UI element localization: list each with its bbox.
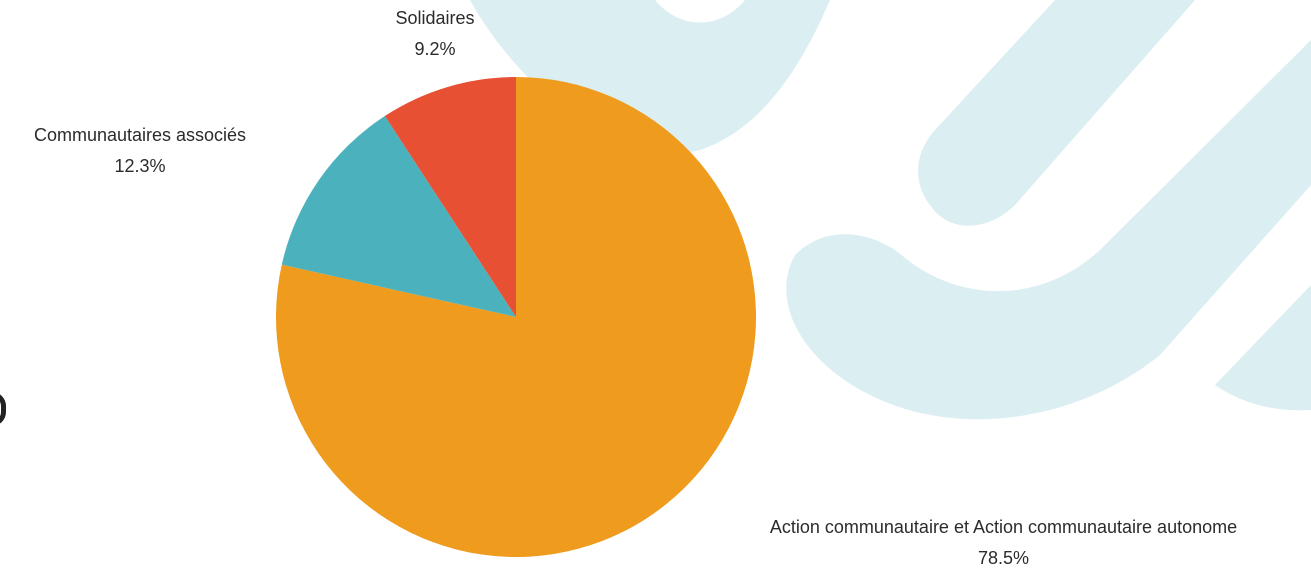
deco-band-upper	[918, 0, 1195, 226]
pie-slice-2	[384, 77, 516, 317]
deco-arc-top	[470, 0, 830, 154]
deco-band-lower	[786, 40, 1311, 420]
slice-label-action-communautaire: Action communautaire et Action communaut…	[705, 512, 1302, 574]
slice-label-text: Communautaires associés	[33, 125, 247, 145]
slice-label-percent: 9.2%	[414, 39, 456, 59]
slice-label-communautaires-associes: Communautaires associés 12.3%	[0, 120, 280, 182]
pie-slice-1	[281, 115, 516, 317]
slice-label-percent: 12.3%	[114, 156, 166, 176]
slice-label-solidaires: Solidaires 9.2%	[360, 3, 510, 65]
slice-label-percent: 78.5%	[977, 548, 1030, 568]
slice-label-text: Solidaires	[395, 8, 475, 28]
decorative-swoosh-shapes	[470, 0, 1311, 420]
deco-corner	[1215, 285, 1311, 411]
slice-label-text: Action communautaire et Action communaut…	[769, 517, 1238, 537]
pie-slice-0	[276, 77, 756, 558]
